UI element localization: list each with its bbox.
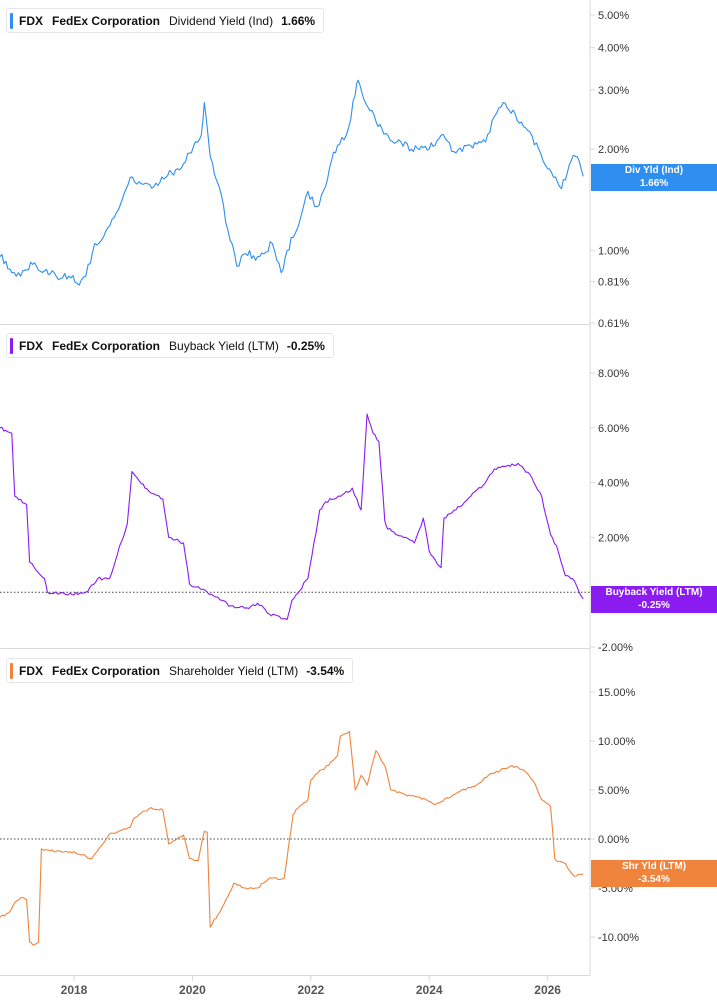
last-value-tag-shareholder: Shr Yld (LTM) -3.54% — [591, 860, 717, 887]
tag-label: Buyback Yield (LTM) — [605, 587, 703, 598]
y-tick-label: 0.81% — [598, 276, 629, 288]
y-tick-label: -2.00% — [598, 642, 633, 654]
last-value-tag-buyback: Buyback Yield (LTM) -0.25% — [591, 586, 717, 613]
legend-buyback-yield: FDX FedEx Corporation Buyback Yield (LTM… — [6, 333, 334, 358]
y-tick-label: 5.00% — [598, 10, 629, 22]
tag-value: -3.54% — [638, 873, 670, 885]
y-tick-label: 3.00% — [598, 85, 629, 97]
y-tick-label: 4.00% — [598, 43, 629, 55]
series-line-dividend — [0, 79, 584, 286]
y-tick-label: 0.00% — [598, 834, 629, 846]
y-tick-label: 4.00% — [598, 478, 629, 490]
legend-swatch-shareholder — [10, 663, 13, 679]
last-value-tag-dividend: Div Yld (Ind) 1.66% — [591, 164, 717, 191]
x-tick-label: 2018 — [61, 983, 88, 997]
legend-swatch-dividend — [10, 13, 13, 29]
y-tick-label: 5.00% — [598, 785, 629, 797]
legend-company: FedEx Corporation — [52, 663, 161, 678]
x-tick-label: 2026 — [534, 983, 561, 997]
legend-dividend-yield: FDX FedEx Corporation Dividend Yield (In… — [6, 8, 325, 33]
y-tick-label: 2.00% — [598, 532, 629, 544]
legend-value: -0.25% — [286, 338, 325, 353]
legend-value: -3.54% — [306, 663, 345, 678]
y-tick-label: 2.00% — [598, 144, 629, 156]
series-line-buyback — [0, 413, 584, 621]
legend-ticker: FDX — [19, 13, 43, 28]
legend-value: 1.66% — [281, 13, 316, 28]
tag-value: 1.66% — [639, 177, 669, 189]
legend-metric: Dividend Yield (Ind) — [169, 13, 274, 28]
legend-swatch-buyback — [10, 338, 13, 354]
series-line-shareholder — [0, 730, 584, 946]
tag-label: Div Yld (Ind) — [624, 165, 684, 176]
legend-ticker: FDX — [19, 338, 43, 353]
x-tick-label: 2024 — [416, 983, 443, 997]
y-tick-label: 10.00% — [598, 736, 636, 748]
legend-company: FedEx Corporation — [52, 338, 161, 353]
y-tick-label: 1.00% — [598, 246, 629, 258]
legend-company: FedEx Corporation — [52, 13, 161, 28]
legend-ticker: FDX — [19, 663, 43, 678]
tag-value: -0.25% — [638, 599, 670, 611]
y-tick-label: 0.61% — [598, 318, 629, 330]
y-tick-label: 8.00% — [598, 368, 629, 380]
legend-shareholder-yield: FDX FedEx Corporation Shareholder Yield … — [6, 658, 354, 683]
legend-metric: Shareholder Yield (LTM) — [169, 663, 299, 678]
x-tick-label: 2022 — [297, 983, 324, 997]
legend-metric: Buyback Yield (LTM) — [169, 338, 279, 353]
x-tick-label: 2020 — [179, 983, 206, 997]
y-tick-label: 15.00% — [598, 687, 636, 699]
y-tick-label: -10.00% — [598, 932, 639, 944]
y-tick-label: 6.00% — [598, 423, 629, 435]
tag-label: Shr Yld (LTM) — [621, 861, 687, 872]
